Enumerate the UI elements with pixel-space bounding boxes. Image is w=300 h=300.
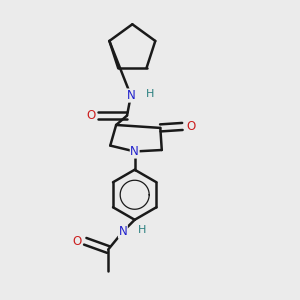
Text: H: H	[138, 225, 146, 235]
Text: N: N	[130, 145, 139, 158]
Text: O: O	[86, 109, 96, 122]
Text: O: O	[72, 235, 82, 248]
Text: N: N	[118, 225, 127, 238]
Text: N: N	[127, 89, 135, 102]
Text: O: O	[186, 120, 195, 133]
Text: H: H	[146, 89, 154, 99]
